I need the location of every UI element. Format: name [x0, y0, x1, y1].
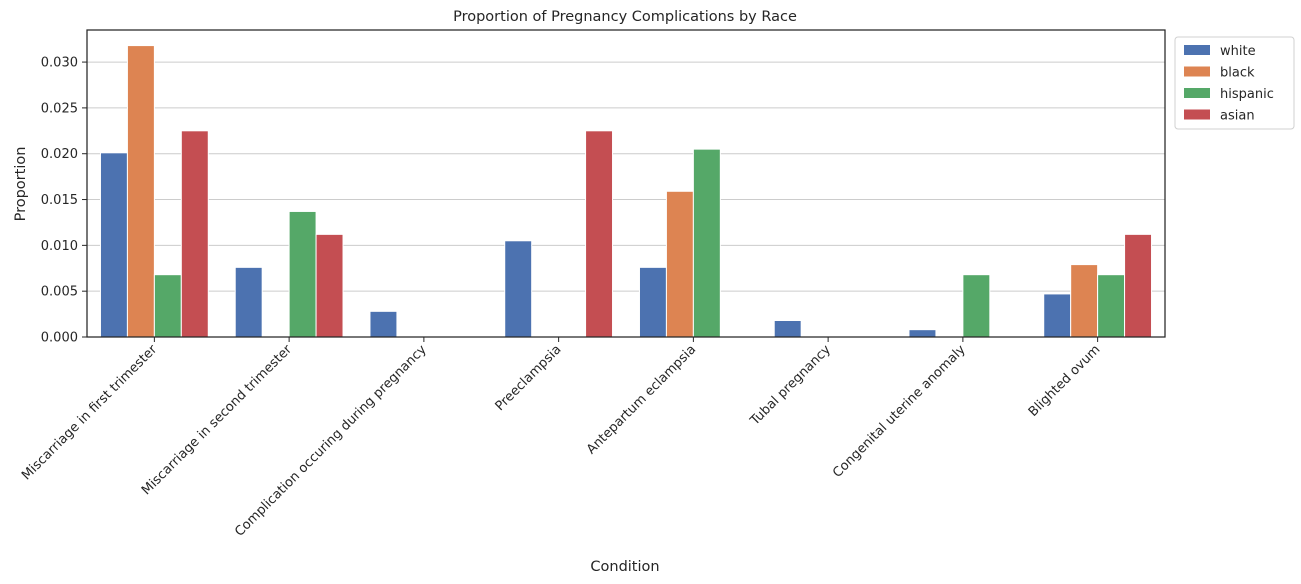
- bar-white: [1043, 293, 1072, 338]
- legend-swatch-black: [1184, 66, 1210, 77]
- bar-hispanic: [288, 210, 317, 338]
- legend: white black hispanic asian: [1174, 36, 1295, 130]
- bar-hispanic: [962, 274, 991, 338]
- bar-asian: [315, 233, 344, 338]
- plot-frame: [86, 29, 1166, 338]
- legend-box: [1174, 36, 1295, 130]
- bar-white: [773, 320, 802, 338]
- bar-asian: [585, 130, 614, 338]
- y-tick-label: 0.010: [41, 239, 78, 254]
- legend-swatch-hispanic: [1184, 88, 1210, 98]
- y-tick-label: 0.000: [41, 331, 78, 346]
- bar-white: [234, 266, 263, 338]
- bar-white: [908, 329, 937, 338]
- y-tick-label: 0.030: [41, 56, 78, 71]
- legend-label-hispanic: hispanic: [1220, 87, 1274, 102]
- x-tick-label: Preeclampsia: [493, 342, 565, 414]
- y-tick-label: 0.015: [41, 193, 78, 208]
- bar-asian: [1124, 233, 1153, 338]
- bar-hispanic: [153, 274, 182, 338]
- x-tick-label: Miscarriage in second trimester: [139, 342, 295, 498]
- legend-swatch-asian: [1184, 109, 1210, 120]
- bar-hispanic: [692, 148, 721, 338]
- x-tick-label: Antepartum eclampsia: [584, 342, 699, 457]
- y-axis: 0.000 0.005 0.010 0.015 0.020 0.025 0.030: [41, 56, 87, 346]
- legend-swatch-white: [1184, 45, 1210, 55]
- bar-white: [638, 266, 667, 338]
- y-tick-label: 0.020: [41, 147, 78, 162]
- y-tick-label: 0.025: [41, 101, 78, 116]
- chart-title: Proportion of Pregnancy Complications by…: [453, 9, 797, 25]
- bar-asian: [180, 130, 209, 338]
- bar-black: [126, 45, 155, 338]
- bar-white: [369, 310, 398, 338]
- bars: [99, 45, 1153, 338]
- bar-white: [99, 152, 128, 338]
- bar-black: [1070, 264, 1099, 338]
- legend-label-white: white: [1220, 44, 1256, 59]
- x-tick-label: Congenital uterine anomaly: [830, 342, 969, 481]
- y-axis-label: Proportion: [13, 147, 29, 222]
- legend-label-black: black: [1220, 66, 1255, 81]
- bar-white: [504, 240, 533, 338]
- y-tick-label: 0.005: [41, 285, 78, 300]
- x-axis-label: Condition: [590, 559, 659, 575]
- bar-hispanic: [1097, 274, 1126, 338]
- x-tick-label: Blighted ovum: [1026, 342, 1104, 420]
- x-axis: Miscarriage in first trimesterMiscarriag…: [19, 337, 1103, 540]
- x-tick-label: Miscarriage in first trimester: [19, 342, 161, 484]
- x-tick-label: Tubal pregnancy: [747, 342, 834, 429]
- legend-label-asian: asian: [1220, 109, 1255, 124]
- bar-black: [665, 190, 694, 338]
- gridlines: [87, 61, 1165, 292]
